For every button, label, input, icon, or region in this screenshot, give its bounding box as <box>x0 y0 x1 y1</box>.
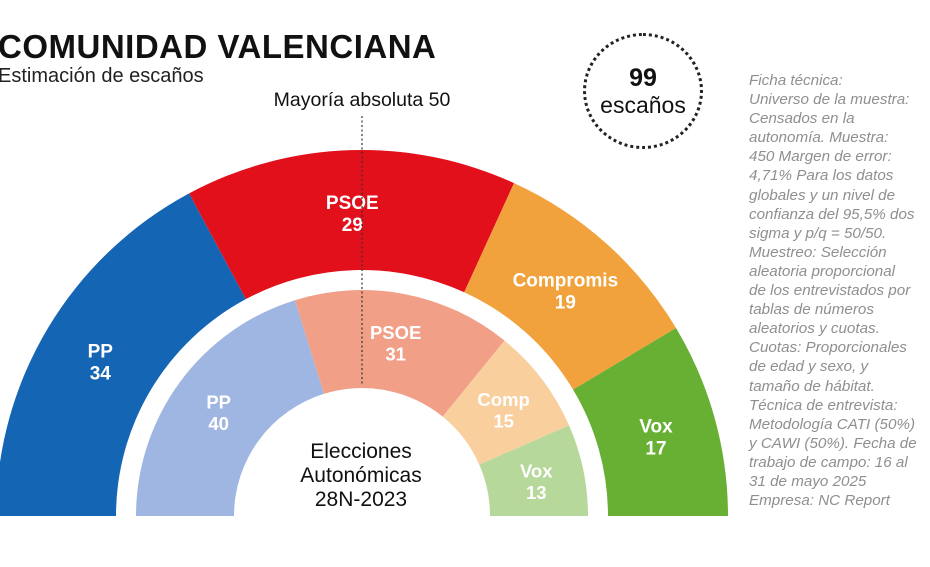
inner-caption-line-3: 28N-2023 <box>315 488 407 511</box>
inner-segment-pp <box>136 300 324 516</box>
outer-label-compromis: Compromis <box>513 271 619 292</box>
outer-value-compromis: 19 <box>555 293 576 314</box>
inner-label-pp: PP <box>206 391 231 412</box>
inner-segment-psoe <box>294 290 505 417</box>
inner-value-vox: 13 <box>526 482 547 503</box>
outer-value-psoe: 29 <box>342 215 363 236</box>
outer-value-pp: 34 <box>90 363 112 384</box>
outer-segment-pp <box>0 193 246 516</box>
outer-segment-psoe <box>189 150 515 300</box>
outer-label-vox: Vox <box>639 417 673 438</box>
chart-subtitle: Estimación de escaños <box>0 65 204 87</box>
majority-label: Mayoría absoluta 50 <box>274 89 451 111</box>
inner-value-comp: 15 <box>493 411 514 432</box>
outer-segment-vox <box>573 327 728 516</box>
inner-value-psoe: 31 <box>385 344 406 365</box>
outer-value-vox: 17 <box>645 439 666 460</box>
inner-caption-line-2: Autonómicas <box>300 464 421 487</box>
total-seats-label: escaños <box>600 92 686 118</box>
inner-segment-vox <box>479 425 588 516</box>
chart-title: COMUNIDAD VALENCIANA <box>0 28 437 65</box>
technical-sheet: Ficha técnica: Universo de la muestra: C… <box>749 72 917 510</box>
inner-label-comp: Comp <box>477 389 529 410</box>
total-seats-badge: 99 escaños <box>583 33 703 149</box>
inner-label-vox: Vox <box>520 461 553 482</box>
inner-caption-line-1: Elecciones <box>310 440 412 463</box>
outer-label-psoe: PSOE <box>326 193 379 214</box>
total-seats-number: 99 <box>629 64 657 92</box>
outer-segment-compromis <box>464 183 677 390</box>
outer-label-pp: PP <box>88 341 114 362</box>
inner-label-psoe: PSOE <box>370 322 421 343</box>
inner-value-pp: 40 <box>208 413 229 434</box>
inner-segment-comp <box>442 340 570 465</box>
